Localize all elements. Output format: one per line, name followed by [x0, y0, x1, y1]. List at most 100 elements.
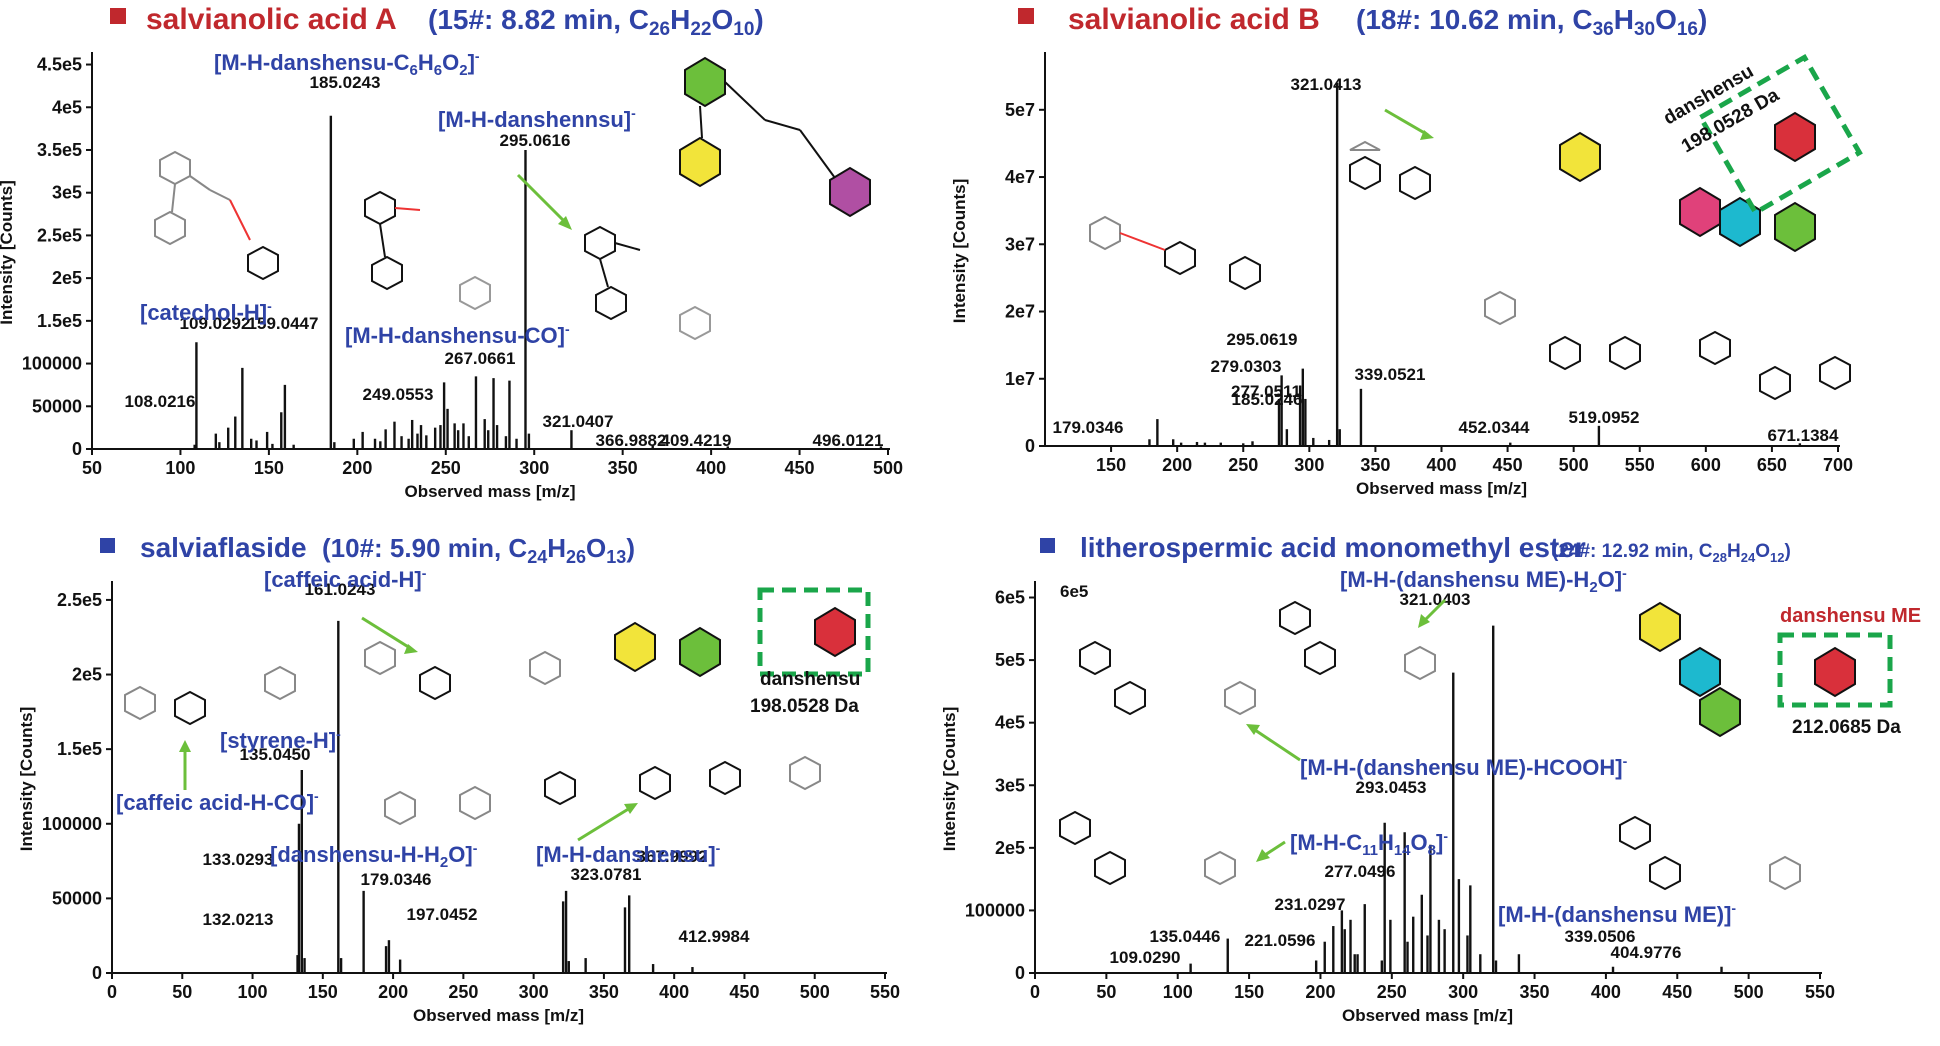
- x-tick-label: 0: [107, 982, 117, 1002]
- title-info-c: (10#: 5.90 min, C24H26O13): [322, 533, 635, 567]
- x-tick-label: 500: [1559, 455, 1589, 475]
- peak-label: 452.0344: [1459, 418, 1530, 437]
- x-tick-label: 50: [1096, 982, 1116, 1002]
- fragment-label: [caffeic acid-H]-: [264, 565, 427, 592]
- fragment-label: [M-H-danshensu]-: [536, 840, 721, 867]
- x-axis-label: Observed mass [m/z]: [413, 1006, 584, 1025]
- molecule-structure: [1279, 600, 1436, 681]
- annotation-arrow: [1423, 598, 1447, 622]
- y-tick-label: 4e7: [1005, 167, 1035, 187]
- y-axis-label: Intensity [Counts]: [0, 180, 16, 325]
- title-name-a: salvianolic acid A: [146, 3, 397, 36]
- molecule-structure: [1349, 140, 1431, 201]
- annotation-arrow: [1264, 840, 1286, 857]
- y-tick-label: 4e5: [995, 713, 1025, 733]
- y-tick-label: 2e7: [1005, 302, 1035, 322]
- y-tick-label: 1e7: [1005, 369, 1035, 389]
- molecule-structure: [1699, 330, 1851, 401]
- peak-label: 339.0521: [1355, 365, 1426, 384]
- annotation-arrow: [577, 806, 631, 842]
- danshensu-me-mass: 212.0685 Da: [1792, 717, 1901, 738]
- fragment-label: [M-H-(danshensu ME)-H2O]-: [1340, 565, 1627, 596]
- x-tick-label: 450: [1662, 982, 1692, 1002]
- x-tick-label: 550: [870, 982, 900, 1002]
- peak-label: 135.0446: [1150, 927, 1221, 946]
- peak-label: 109.0290: [1110, 948, 1181, 967]
- y-tick-label: 2e5: [52, 268, 82, 288]
- molecule-structure: [1619, 815, 1801, 891]
- peak-label: 197.0452: [407, 905, 478, 924]
- x-tick-label: 0: [1030, 982, 1040, 1002]
- x-tick-label: 350: [1520, 982, 1550, 1002]
- x-tick-label: 400: [1426, 455, 1456, 475]
- x-tick-label: 250: [1228, 455, 1258, 475]
- title-marker-c: [100, 538, 115, 553]
- x-tick-label: 650: [1757, 455, 1787, 475]
- y-tick-label: 0: [72, 439, 82, 459]
- y-tick-label: 0: [1015, 963, 1025, 983]
- peak-label: 108.0216: [125, 392, 196, 411]
- y-tick-label: 100000: [42, 814, 102, 834]
- molecule-structure: [384, 770, 576, 826]
- peak-label: 339.0506: [1565, 927, 1636, 946]
- danshensu-box: [757, 587, 871, 677]
- peak-label: 132.0213: [203, 910, 274, 929]
- annotation-arrowhead: [179, 740, 191, 752]
- peak-label: 295.0619: [1227, 330, 1298, 349]
- annotation-arrowhead: [624, 803, 638, 814]
- x-tick-label: 300: [1448, 982, 1478, 1002]
- fragment-label: [catechol-H]-: [140, 298, 272, 325]
- x-tick-label: 400: [696, 458, 726, 478]
- y-tick-label: 2.5e5: [37, 225, 82, 245]
- y-tick-label: 50000: [52, 888, 102, 908]
- danshensu-me-box: [1777, 632, 1893, 708]
- x-tick-label: 200: [342, 458, 372, 478]
- peak-label: 133.0293: [203, 850, 274, 869]
- peak-label: 221.0596: [1245, 931, 1316, 950]
- x-tick-label: 200: [1162, 455, 1192, 475]
- x-tick-label: 100: [1163, 982, 1193, 1002]
- x-axis-label: Observed mass [m/z]: [1342, 1006, 1513, 1025]
- y-tick-label: 2e5: [72, 665, 102, 685]
- y-axis-label: Intensity [Counts]: [950, 179, 969, 324]
- molecule-structure-colored: [1559, 111, 1816, 253]
- title-name-d: litherospermic acid monomethyl ester: [1080, 532, 1586, 563]
- molecule-structure: [364, 640, 561, 701]
- peak-label: 321.0403: [1400, 590, 1471, 609]
- molecule-structure: [364, 190, 491, 311]
- y-tick-label: 0: [1025, 436, 1035, 456]
- y-axis-label: Intensity [Counts]: [940, 707, 959, 852]
- fragment-label: [M-H-(danshensu ME)]-: [1498, 900, 1736, 927]
- peak-label: 109.0292: [180, 314, 251, 333]
- annotation-arrowhead: [404, 644, 418, 654]
- danshensu-box: [1697, 53, 1863, 217]
- x-tick-label: 50: [172, 982, 192, 1002]
- x-tick-label: 200: [1305, 982, 1335, 1002]
- peak-label: 671.1384: [1768, 426, 1839, 445]
- peak-label: 321.0407: [543, 412, 614, 431]
- title-info-d: (24#: 12.92 min, C28H24O12): [1552, 541, 1791, 565]
- molecule-structure: [1059, 810, 1236, 886]
- y-tick-label: 3e5: [52, 183, 82, 203]
- peak-label: 159.0447: [248, 314, 319, 333]
- y-tick-label: 100000: [22, 354, 82, 374]
- annotation-arrow: [361, 616, 411, 650]
- molecule-structure: [1484, 290, 1641, 371]
- peak-label: 323.0781: [571, 865, 642, 884]
- peak-label: 185.0246: [1232, 390, 1303, 409]
- spectrum-panel-salviaflaside: 0 50 100 150 200 250 300 350 400 450 500 550 0 50000 1…: [17, 580, 900, 1025]
- title-marker-d: [1040, 538, 1055, 553]
- x-tick-label: 300: [519, 982, 549, 1002]
- y-tick-label: 5e5: [995, 650, 1025, 670]
- x-tick-label: 400: [1591, 982, 1621, 1002]
- title-name-c: salviaflaside: [140, 532, 307, 563]
- danshensu-box-label: danshensu: [760, 669, 860, 690]
- y-tick-label: 0: [92, 963, 102, 983]
- fragment-label: [M-H-danshennsu]-: [438, 105, 636, 132]
- title-info-a: (15#: 8.82 min, C26H22O10): [428, 4, 764, 40]
- y-tick-label: 5e7: [1005, 100, 1035, 120]
- x-tick-label: 300: [519, 458, 549, 478]
- x-tick-label: 400: [659, 982, 689, 1002]
- title-marker-a: [110, 8, 126, 24]
- fragment-label: [M-H-danshensu-C6H6O2]-: [214, 48, 480, 79]
